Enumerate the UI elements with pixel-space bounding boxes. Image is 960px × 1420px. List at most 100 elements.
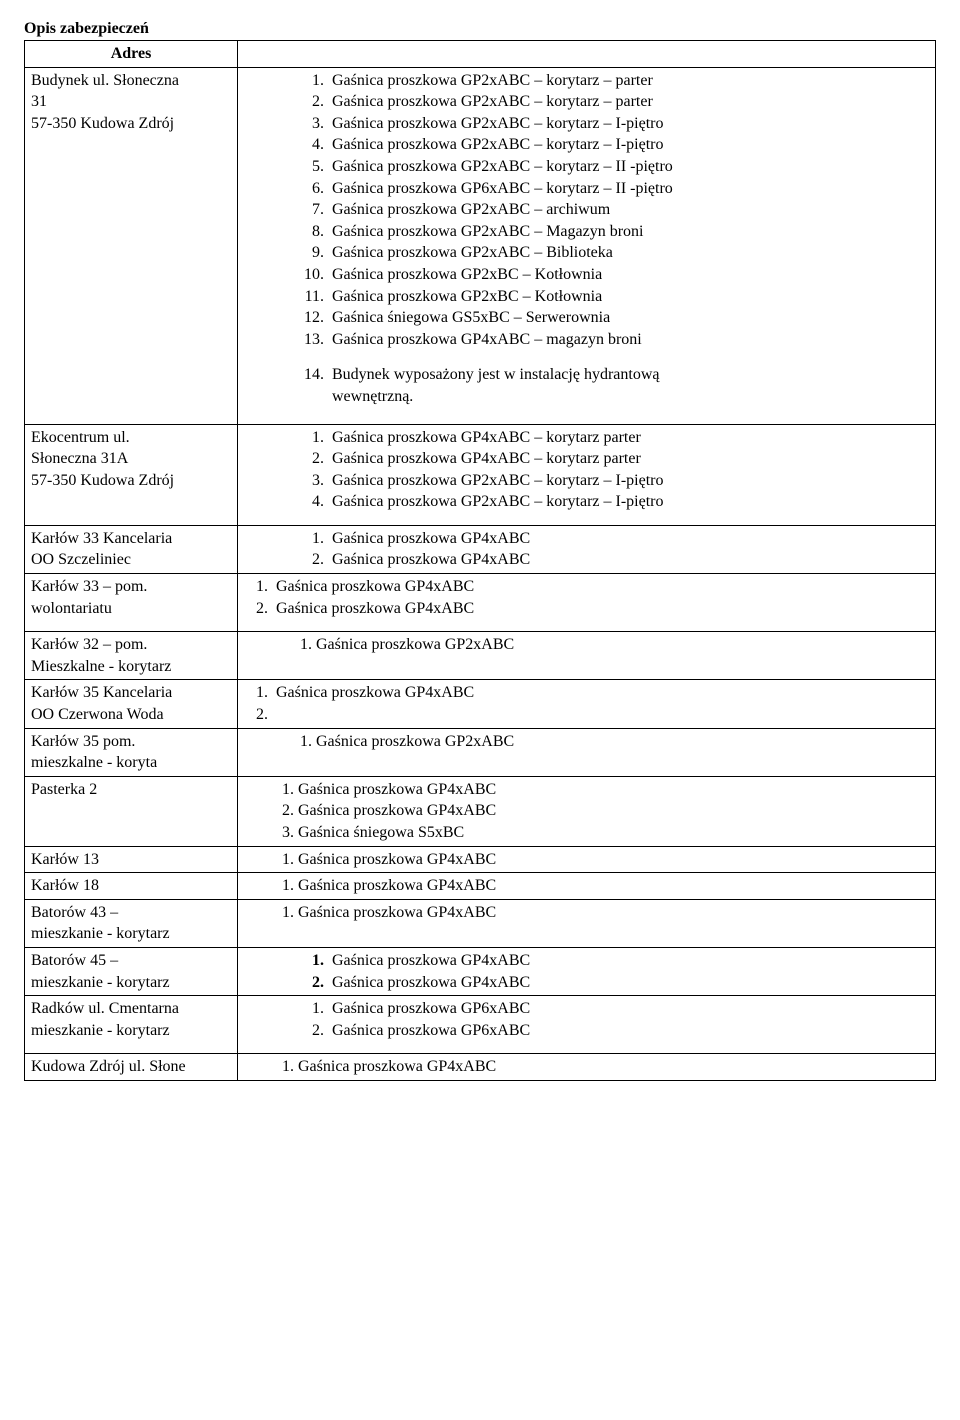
page-title: Opis zabezpieczeń (24, 20, 936, 38)
content-cell: 1. Gaśnica proszkowa GP4xABC (238, 899, 936, 947)
list-item: Gaśnica proszkowa GP2xBC – Kotłownia (328, 286, 929, 308)
address-cell: Batorów 45 – mieszkanie - korytarz (25, 947, 238, 995)
list-item: 1. Gaśnica proszkowa GP4xABC (244, 902, 929, 924)
table-row: Karłów 35 Kancelaria OO Czerwona Woda Ga… (25, 680, 936, 728)
addr-line: Karłów 35 Kancelaria (31, 684, 172, 701)
list-item: 1. Gaśnica proszkowa GP2xABC (244, 731, 929, 753)
addr-line: Karłów 33 – pom. (31, 578, 147, 595)
address-cell: Karłów 18 (25, 873, 238, 900)
table-row: Radków ul. Cmentarna mieszkanie - koryta… (25, 996, 936, 1054)
table-row: Karłów 33 – pom. wolontariatu Gaśnica pr… (25, 574, 936, 632)
content-cell: Gaśnica proszkowa GP4xABC Gaśnica proszk… (238, 947, 936, 995)
list-item: Gaśnica proszkowa GP2xBC – Kotłownia (328, 264, 929, 286)
list-item: Gaśnica proszkowa GP4xABC – korytarz par… (328, 427, 929, 449)
addr-line: 57-350 Kudowa Zdrój (31, 115, 174, 132)
list-item: Gaśnica proszkowa GP4xABC (272, 598, 929, 620)
address-cell: Ekocentrum ul. Słoneczna 31A 57-350 Kudo… (25, 424, 238, 525)
list-item: Gaśnica proszkowa GP4xABC (328, 549, 929, 571)
list-item: 1. Gaśnica proszkowa GP4xABC (244, 875, 929, 897)
content-cell: Gaśnica proszkowa GP4xABC Gaśnica proszk… (238, 525, 936, 573)
address-cell: Karłów 35 Kancelaria OO Czerwona Woda (25, 680, 238, 728)
addr-line: OO Czerwona Woda (31, 706, 164, 723)
address-cell: Radków ul. Cmentarna mieszkanie - koryta… (25, 996, 238, 1054)
table-row: Karłów 33 Kancelaria OO Szczeliniec Gaśn… (25, 525, 936, 573)
list-item: Gaśnica proszkowa GP4xABC – korytarz par… (328, 448, 929, 470)
table-row: Karłów 32 – pom. Mieszkalne - korytarz 1… (25, 632, 936, 680)
list-item: Gaśnica proszkowa GP4xABC (328, 950, 929, 972)
content-cell: Gaśnica proszkowa GP4xABC Gaśnica proszk… (238, 574, 936, 632)
address-cell: Kudowa Zdrój ul. Słone (25, 1054, 238, 1081)
text-line: wewnętrzną. (332, 388, 413, 405)
addr-line: Karłów 33 Kancelaria (31, 530, 172, 547)
table-row: Pasterka 2 1. Gaśnica proszkowa GP4xABC … (25, 776, 936, 846)
list-item: Gaśnica proszkowa GP2xABC – archiwum (328, 199, 929, 221)
table-row: Karłów 18 1. Gaśnica proszkowa GP4xABC (25, 873, 936, 900)
list-item (272, 704, 929, 726)
content-cell: Gaśnica proszkowa GP4xABC (238, 680, 936, 728)
table-row: Batorów 43 – mieszkanie - korytarz 1. Ga… (25, 899, 936, 947)
table-row: Karłów 13 1. Gaśnica proszkowa GP4xABC (25, 846, 936, 873)
address-cell: Pasterka 2 (25, 776, 238, 846)
list-item: Gaśnica proszkowa GP2xABC – korytarz – p… (328, 91, 929, 113)
table-row: Ekocentrum ul. Słoneczna 31A 57-350 Kudo… (25, 424, 936, 525)
addr-line: Budynek ul. Słoneczna (31, 72, 179, 89)
list-item: Gaśnica proszkowa GP2xABC – korytarz – I… (328, 113, 929, 135)
addr-line: Mieszkalne - korytarz (31, 658, 171, 675)
list-item: Gaśnica proszkowa GP6xABC (328, 1020, 929, 1042)
content-cell: 1. Gaśnica proszkowa GP4xABC (238, 846, 936, 873)
list-item: 2. Gaśnica proszkowa GP4xABC (244, 800, 929, 822)
addr-line: Karłów 32 – pom. (31, 636, 147, 653)
table-row: Karłów 35 pom. mieszkalne - koryta 1. Ga… (25, 728, 936, 776)
list-item: Gaśnica proszkowa GP2xABC – Magazyn bron… (328, 221, 929, 243)
list-item: Gaśnica proszkowa GP4xABC (272, 682, 929, 704)
list-item: Budynek wyposażony jest w instalację hyd… (328, 364, 929, 407)
address-cell: Karłów 35 pom. mieszkalne - koryta (25, 728, 238, 776)
list-item: 1. Gaśnica proszkowa GP4xABC (244, 1056, 929, 1078)
addr-line: OO Szczeliniec (31, 551, 131, 568)
table-header-row: Adres (25, 41, 936, 68)
addr-line: mieszkalne - koryta (31, 754, 157, 771)
list-item: Gaśnica śniegowa GS5xBC – Serwerownia (328, 307, 929, 329)
addr-line: Karłów 35 pom. (31, 733, 135, 750)
list-item: Gaśnica proszkowa GP4xABC (328, 972, 929, 994)
list-item: 1. Gaśnica proszkowa GP4xABC (244, 849, 929, 871)
content-cell: Gaśnica proszkowa GP2xABC – korytarz – p… (238, 67, 936, 424)
content-cell: 1. Gaśnica proszkowa GP4xABC 2. Gaśnica … (238, 776, 936, 846)
list-item: Gaśnica proszkowa GP2xABC – korytarz – I… (328, 156, 929, 178)
content-cell: Gaśnica proszkowa GP6xABC Gaśnica proszk… (238, 996, 936, 1054)
list-item: Gaśnica proszkowa GP2xABC – Biblioteka (328, 242, 929, 264)
addr-line: 57-350 Kudowa Zdrój (31, 472, 174, 489)
list-item: Gaśnica proszkowa GP4xABC – magazyn bron… (328, 329, 929, 351)
address-cell: Budynek ul. Słoneczna 31 57-350 Kudowa Z… (25, 67, 238, 424)
table-row: Kudowa Zdrój ul. Słone 1. Gaśnica proszk… (25, 1054, 936, 1081)
address-cell: Karłów 32 – pom. Mieszkalne - korytarz (25, 632, 238, 680)
table-row: Budynek ul. Słoneczna 31 57-350 Kudowa Z… (25, 67, 936, 424)
header-empty (238, 41, 936, 68)
list-item: 1. Gaśnica proszkowa GP4xABC (244, 779, 929, 801)
content-cell: Gaśnica proszkowa GP4xABC – korytarz par… (238, 424, 936, 525)
addr-line: mieszkanie - korytarz (31, 925, 170, 942)
addr-line: Batorów 45 – (31, 952, 118, 969)
content-cell: 1. Gaśnica proszkowa GP4xABC (238, 1054, 936, 1081)
list-item: 3. Gaśnica śniegowa S5xBC (244, 822, 929, 844)
list-item: Gaśnica proszkowa GP2xABC – korytarz – p… (328, 70, 929, 92)
list-item: Gaśnica proszkowa GP6xABC – korytarz – I… (328, 178, 929, 200)
header-address: Adres (25, 41, 238, 68)
text-line: Budynek wyposażony jest w instalację hyd… (332, 366, 659, 383)
address-cell: Karłów 33 – pom. wolontariatu (25, 574, 238, 632)
addr-line: mieszkanie - korytarz (31, 1022, 170, 1039)
content-cell: 1. Gaśnica proszkowa GP2xABC (238, 632, 936, 680)
content-cell: 1. Gaśnica proszkowa GP4xABC (238, 873, 936, 900)
list-item: Gaśnica proszkowa GP2xABC – korytarz – I… (328, 470, 929, 492)
list-item: Gaśnica proszkowa GP2xABC – korytarz – I… (328, 134, 929, 156)
address-cell: Karłów 33 Kancelaria OO Szczeliniec (25, 525, 238, 573)
list-item: Gaśnica proszkowa GP2xABC – korytarz – I… (328, 491, 929, 513)
addr-line: Ekocentrum ul. (31, 429, 130, 446)
list-item: Gaśnica proszkowa GP6xABC (328, 998, 929, 1020)
security-table: Adres Budynek ul. Słoneczna 31 57-350 Ku… (24, 40, 936, 1081)
addr-line: wolontariatu (31, 600, 112, 617)
list-item: Gaśnica proszkowa GP4xABC (272, 576, 929, 598)
address-cell: Karłów 13 (25, 846, 238, 873)
table-row: Batorów 45 – mieszkanie - korytarz Gaśni… (25, 947, 936, 995)
list-item: Gaśnica proszkowa GP4xABC (328, 528, 929, 550)
